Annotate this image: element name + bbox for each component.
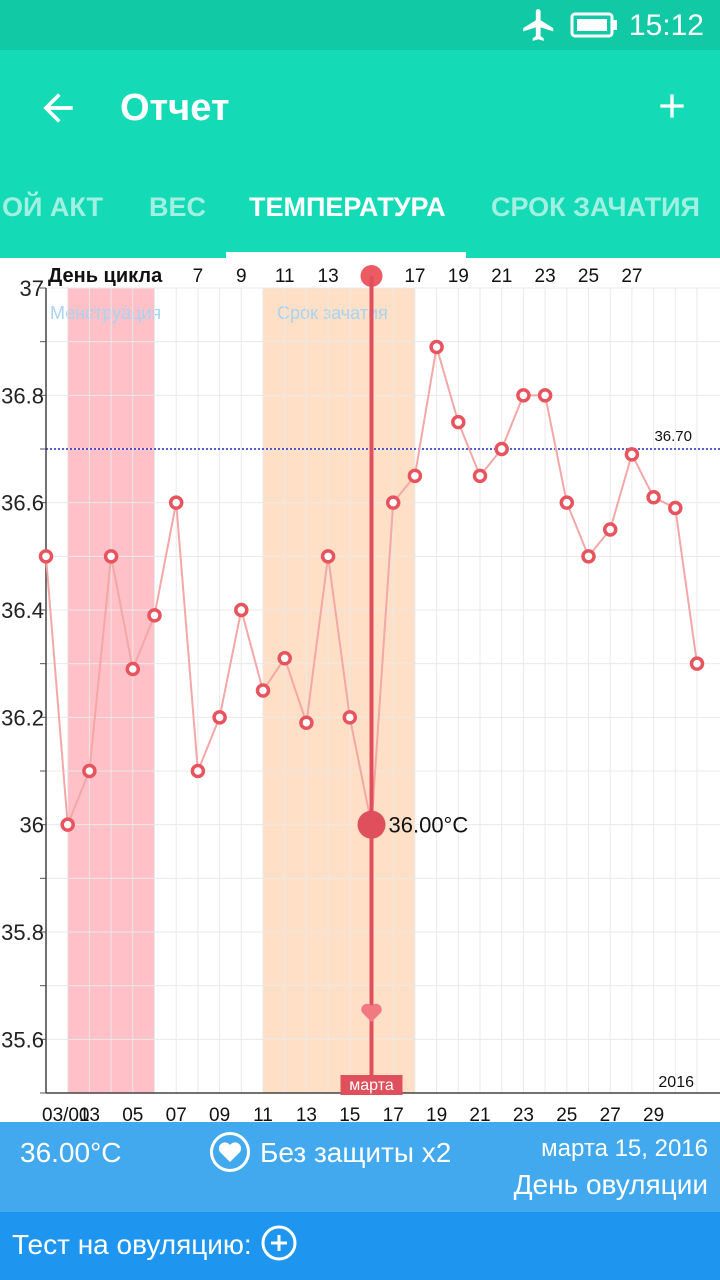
y-tick-label: 35.6 (1, 1027, 44, 1052)
data-point (429, 339, 444, 355)
top-axis-tick: 7 (193, 266, 204, 287)
data-point (385, 495, 401, 510)
x-tick-label: 15 (339, 1105, 360, 1122)
top-axis-tick: 13 (318, 266, 339, 287)
data-point (646, 490, 661, 505)
battery-icon (570, 12, 617, 38)
reference-line-label: 36.70 (654, 428, 692, 445)
data-point (689, 656, 705, 671)
protection-status: Без защиты x2 (260, 1137, 452, 1168)
x-tick-label: 25 (556, 1105, 577, 1122)
top-axis-tick: 27 (621, 266, 642, 287)
x-tick-label: 03/01 (42, 1105, 90, 1122)
top-axis-tick: 21 (491, 266, 512, 287)
data-point (516, 388, 531, 403)
data-point (407, 468, 423, 484)
x-tick-label: 29 (643, 1105, 664, 1122)
temperature-chart[interactable]: Менструация Срок зачатия 37 36.8 36.6 36.4 36.… (0, 258, 720, 1122)
data-point (299, 715, 314, 730)
y-tick-label: 35.8 (1, 920, 44, 945)
tab-conception[interactable]: СРОК ЗАЧАТИЯ (491, 192, 700, 222)
data-point (255, 683, 271, 698)
selected-point (357, 810, 386, 839)
x-tick-label: 11 (253, 1105, 273, 1122)
selected-date: марта 15, 2016 (541, 1135, 708, 1162)
airplane-icon (523, 9, 554, 41)
x-tick-label: 27 (600, 1105, 621, 1122)
x-tick-label: 09 (209, 1105, 230, 1122)
day-summary: 36.00°C Без защиты x2 марта 15, 2016 Ден… (0, 1122, 720, 1212)
month-label-box (340, 1075, 403, 1095)
band-1 (263, 288, 415, 1093)
data-point (103, 549, 119, 564)
x-tick-label: 19 (426, 1105, 447, 1122)
heart-marker-icon (361, 1003, 382, 1022)
tab-bar: ОЙ АКТ ВЕС ТЕМПЕРАТУРА СРОК ЗАЧАТИЯ (0, 166, 720, 258)
status-bar: 15:12 (0, 0, 720, 50)
tab-sex[interactable]: ОЙ АКТ (2, 192, 104, 222)
x-tick-label: 07 (166, 1105, 187, 1122)
heart-icon[interactable] (210, 1132, 250, 1172)
data-point (190, 763, 206, 779)
data-point (472, 468, 488, 484)
top-axis-tick: 17 (404, 266, 425, 287)
y-tick-label: 36.4 (1, 598, 44, 623)
x-tick-label: 17 (383, 1105, 404, 1122)
x-tick-label: 05 (122, 1105, 143, 1122)
ovulation-test-label: Тест на овуляцию: (12, 1229, 252, 1260)
month-label: марта (349, 1077, 394, 1094)
cycle-phase: День овуляции (513, 1169, 708, 1200)
y-tick-label: 36.2 (1, 705, 44, 730)
page-title: Отчет (120, 87, 230, 129)
data-point (60, 817, 75, 832)
y-tick-label: 36.8 (1, 383, 44, 408)
data-point (537, 388, 553, 403)
clock: 15:12 (628, 9, 704, 42)
top-axis-tick: 9 (236, 266, 247, 287)
y-tick-label: 37 (20, 276, 44, 301)
top-axis-tick: 19 (448, 266, 469, 287)
band-label-0: Менструация (50, 303, 161, 323)
plus-icon[interactable] (652, 86, 692, 126)
top-axis-tick: 11 (275, 266, 295, 287)
ovulation-test-bar: Тест на овуляцию: (0, 1212, 720, 1280)
data-point (38, 549, 54, 564)
data-point (277, 651, 292, 666)
active-tab-indicator (226, 252, 466, 258)
data-point (320, 549, 336, 564)
x-tick-label: 03 (79, 1105, 100, 1122)
data-point (342, 710, 358, 725)
arrow-left-icon[interactable] (36, 86, 80, 130)
top-axis-tick: 23 (535, 266, 556, 287)
band-label-1: Срок зачатия (277, 303, 388, 323)
y-tick-label: 36 (20, 813, 44, 838)
data-point (494, 441, 509, 457)
x-tick-label: 13 (296, 1105, 317, 1122)
selected-value-label: 36.00°C (389, 813, 469, 838)
selected-temperature: 36.00°C (20, 1137, 122, 1168)
year-label: 2016 (658, 1074, 694, 1091)
x-tick-label: 21 (469, 1105, 490, 1122)
x-tick-label: 23 (513, 1105, 534, 1122)
data-point (125, 661, 141, 677)
tab-temperature[interactable]: ТЕМПЕРАТУРА (249, 192, 446, 222)
data-point (668, 500, 683, 516)
data-point (168, 495, 184, 510)
data-point (451, 414, 466, 430)
y-tick-label: 36.6 (1, 491, 44, 516)
data-point (147, 608, 162, 623)
top-axis-title: День цикла (48, 265, 163, 287)
data-point (212, 710, 227, 725)
plus-circle-icon[interactable] (260, 1224, 298, 1262)
data-point (82, 763, 97, 779)
app-bar: Отчет (0, 50, 720, 166)
data-point (602, 522, 618, 537)
top-axis-tick: 25 (578, 266, 599, 287)
data-point (234, 602, 249, 618)
data-point (581, 549, 596, 564)
tab-weight[interactable]: ВЕС (149, 192, 207, 222)
data-point (559, 495, 575, 510)
data-point (624, 447, 640, 462)
